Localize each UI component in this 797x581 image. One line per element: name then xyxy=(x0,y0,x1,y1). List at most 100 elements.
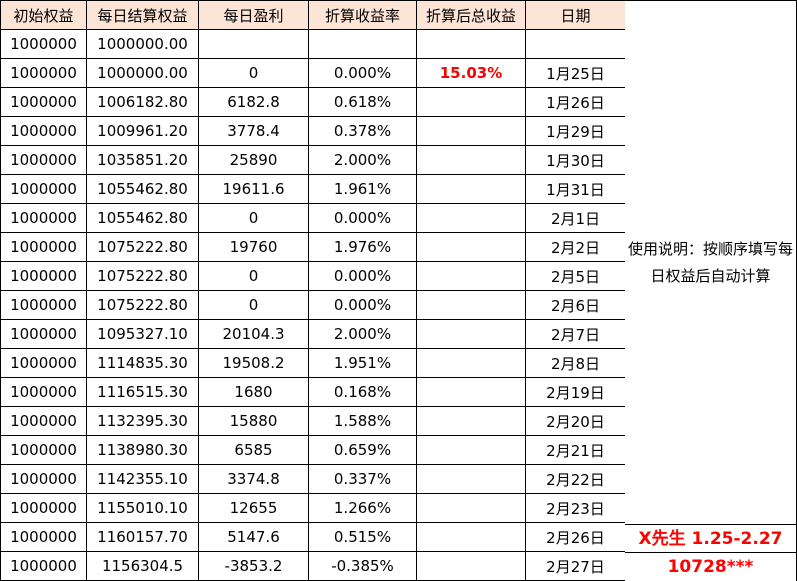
cell[interactable]: 1000000 xyxy=(0,29,87,59)
cell[interactable]: 2月2日 xyxy=(525,232,626,262)
cell[interactable]: 1000000 xyxy=(0,406,87,436)
cell[interactable]: 1142355.10 xyxy=(86,464,199,494)
cell[interactable]: 2.000% xyxy=(308,319,417,349)
cell[interactable]: 1000000 xyxy=(0,319,87,349)
cell[interactable]: 1000000.00 xyxy=(86,58,199,88)
cell[interactable]: 19508.2 xyxy=(198,348,309,378)
cell[interactable]: 1月30日 xyxy=(525,145,626,175)
cell[interactable]: 2月5日 xyxy=(525,261,626,291)
cell[interactable]: 3778.4 xyxy=(198,116,309,146)
cell[interactable] xyxy=(525,29,626,59)
cell[interactable]: 20104.3 xyxy=(198,319,309,349)
cell[interactable]: 1138980.30 xyxy=(86,435,199,465)
cell[interactable]: 2月21日 xyxy=(525,435,626,465)
cell[interactable]: 1000000 xyxy=(0,58,87,88)
cell[interactable]: 0.337% xyxy=(308,464,417,494)
cell[interactable]: 2月26日 xyxy=(525,522,626,552)
cell[interactable]: 2月23日 xyxy=(525,493,626,523)
cell[interactable]: 1160157.70 xyxy=(86,522,199,552)
cell[interactable]: 5147.6 xyxy=(198,522,309,552)
cell[interactable]: 0.000% xyxy=(308,261,417,291)
column-header[interactable]: 初始权益 xyxy=(0,0,87,30)
cell[interactable]: 2月27日 xyxy=(525,551,626,581)
column-header[interactable]: 每日结算权益 xyxy=(86,0,199,30)
cell[interactable]: 1.976% xyxy=(308,232,417,262)
cell[interactable]: 3374.8 xyxy=(198,464,309,494)
cell[interactable]: 0.000% xyxy=(308,203,417,233)
cell[interactable] xyxy=(416,406,526,436)
cell[interactable]: 0 xyxy=(198,261,309,291)
cell[interactable] xyxy=(416,435,526,465)
cell[interactable] xyxy=(416,319,526,349)
cell[interactable]: 1156304.5 xyxy=(86,551,199,581)
cell[interactable]: 1055462.80 xyxy=(86,174,199,204)
cell[interactable]: 1075222.80 xyxy=(86,261,199,291)
cell[interactable]: 1月26日 xyxy=(525,87,626,117)
cell[interactable]: 1.588% xyxy=(308,406,417,436)
cell[interactable] xyxy=(416,348,526,378)
cell[interactable] xyxy=(416,87,526,117)
cell[interactable]: 0.659% xyxy=(308,435,417,465)
cell[interactable] xyxy=(198,29,309,59)
cell[interactable] xyxy=(416,261,526,291)
cell[interactable] xyxy=(416,232,526,262)
cell[interactable]: 2月8日 xyxy=(525,348,626,378)
cell[interactable]: 1000000 xyxy=(0,290,87,320)
column-header[interactable]: 每日盈利 xyxy=(198,0,309,30)
cell[interactable]: 2月20日 xyxy=(525,406,626,436)
cell[interactable]: 1035851.20 xyxy=(86,145,199,175)
cell[interactable]: 1132395.30 xyxy=(86,406,199,436)
cell[interactable]: 1000000 xyxy=(0,174,87,204)
cell[interactable] xyxy=(416,464,526,494)
cell[interactable]: -0.385% xyxy=(308,551,417,581)
cell[interactable] xyxy=(416,29,526,59)
cell[interactable] xyxy=(416,116,526,146)
cell[interactable] xyxy=(416,290,526,320)
cell[interactable]: 1055462.80 xyxy=(86,203,199,233)
cell[interactable] xyxy=(416,145,526,175)
cell[interactable]: 2月1日 xyxy=(525,203,626,233)
cell[interactable]: 1.951% xyxy=(308,348,417,378)
cell[interactable] xyxy=(416,522,526,552)
cell[interactable]: 1000000 xyxy=(0,116,87,146)
cell[interactable]: 1075222.80 xyxy=(86,290,199,320)
cell[interactable] xyxy=(416,377,526,407)
cell[interactable]: 1000000 xyxy=(0,493,87,523)
cell[interactable]: 1009961.20 xyxy=(86,116,199,146)
cell[interactable]: 0.168% xyxy=(308,377,417,407)
cell[interactable]: 1075222.80 xyxy=(86,232,199,262)
column-header[interactable]: 折算后总收益 xyxy=(416,0,526,30)
cell[interactable]: 19760 xyxy=(198,232,309,262)
cell[interactable]: 1.266% xyxy=(308,493,417,523)
cell[interactable]: 1000000 xyxy=(0,232,87,262)
cell[interactable]: 0.000% xyxy=(308,58,417,88)
cell[interactable]: 2月22日 xyxy=(525,464,626,494)
cell[interactable]: 1006182.80 xyxy=(86,87,199,117)
cell[interactable]: 1116515.30 xyxy=(86,377,199,407)
total-return-highlight[interactable]: 15.03% xyxy=(416,58,526,88)
cell[interactable] xyxy=(416,174,526,204)
cell[interactable]: 6585 xyxy=(198,435,309,465)
cell[interactable]: 1000000 xyxy=(0,522,87,552)
cell[interactable]: 1095327.10 xyxy=(86,319,199,349)
cell[interactable]: 0.000% xyxy=(308,290,417,320)
cell[interactable]: 1680 xyxy=(198,377,309,407)
cell[interactable]: 1000000 xyxy=(0,551,87,581)
cell[interactable]: 1月29日 xyxy=(525,116,626,146)
cell[interactable]: 1.961% xyxy=(308,174,417,204)
column-header[interactable]: 折算收益率 xyxy=(308,0,417,30)
cell[interactable] xyxy=(416,551,526,581)
cell[interactable]: 12655 xyxy=(198,493,309,523)
cell[interactable]: 2.000% xyxy=(308,145,417,175)
cell[interactable]: 6182.8 xyxy=(198,87,309,117)
cell[interactable]: 19611.6 xyxy=(198,174,309,204)
column-header[interactable]: 日期 xyxy=(525,0,626,30)
cell[interactable]: 1000000 xyxy=(0,377,87,407)
cell[interactable]: 2月19日 xyxy=(525,377,626,407)
cell[interactable]: 25890 xyxy=(198,145,309,175)
cell[interactable]: 0 xyxy=(198,203,309,233)
cell[interactable]: 0.618% xyxy=(308,87,417,117)
cell[interactable]: 1000000 xyxy=(0,348,87,378)
cell[interactable]: 0.378% xyxy=(308,116,417,146)
cell[interactable]: 1000000 xyxy=(0,145,87,175)
